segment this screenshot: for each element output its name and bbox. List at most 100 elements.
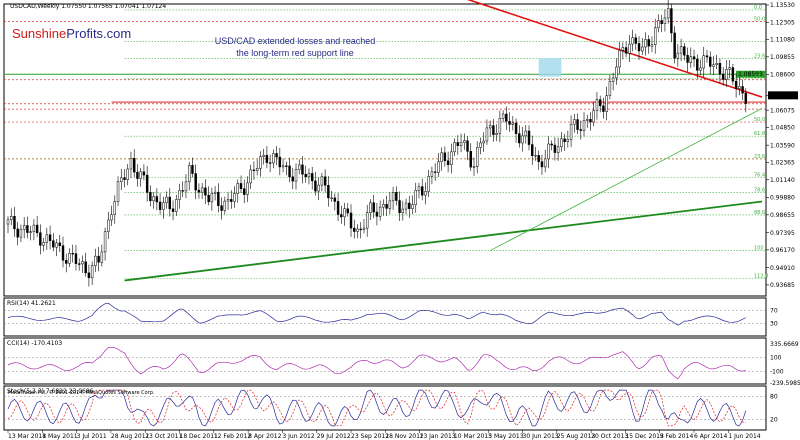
indicator-label: RSI(14) 41.2621 [7,300,56,307]
candle-body [650,44,654,47]
candle-body [45,234,49,243]
price-tick-label: 1.11080 [770,37,795,44]
candle-body [178,190,181,200]
candle-body [194,173,197,191]
candle-body [440,152,443,162]
x-tick-label: 9 Feb 2014 [660,433,694,440]
candle-body [252,169,256,171]
price-tick-label: 0.93685 [770,282,795,289]
candle-body [537,155,540,162]
stochastic-signal-line [7,389,746,427]
candle-body [518,133,521,144]
candle-body [26,225,29,233]
candle-body [631,37,634,45]
candle-body [692,56,696,60]
x-tick-label: 6 Apr 2014 [694,433,727,440]
candle-body [433,171,437,173]
candle-body [738,86,741,89]
candle-body [553,144,557,153]
candle-body [77,263,81,265]
indicator-label: Stoch(5,3,3) 7.6822 23.0686 [7,388,94,395]
candle-body [149,192,152,202]
candle-body [278,156,282,168]
indicator-axis-label: 30 [770,320,778,327]
candle-body [340,214,343,218]
candle-body [168,196,172,210]
candle-body [670,8,673,34]
candle-body [103,231,107,253]
candle-body [230,199,233,202]
price-panel-frame [3,3,767,297]
candle-body [608,81,612,96]
candle-body [275,153,278,158]
candle-body [42,242,45,246]
candle-body [450,151,453,165]
candle-body [200,187,204,193]
candle-body [686,54,689,63]
candle-body [110,214,113,221]
candle-body [696,58,699,71]
candle-body [372,202,375,213]
candle-body [255,168,259,171]
candle-body [365,212,369,229]
fib-label: 23.6 [754,154,765,160]
candle-body [388,200,392,209]
candle-body [139,171,142,179]
candle-body [48,234,52,241]
candle-body [725,69,728,80]
price-tick-label: 1.08600 [770,72,795,79]
candle-body [268,162,272,164]
candle-body [6,219,10,225]
candle-body [155,196,159,203]
candle-body [660,20,663,24]
candle-body [291,176,294,182]
candle-body [323,176,327,186]
candle-body [521,135,524,144]
candle-body [259,156,262,169]
annotation-line-1: USD/CAD extended losses and reached [215,36,376,46]
candle-body [556,146,560,153]
candle-body [68,253,71,264]
candle-body [187,165,191,183]
candle-body [288,165,291,178]
candle-body [741,86,744,94]
candle-body [414,190,417,205]
x-tick-label: 12 Feb 2012 [214,433,252,440]
candle-body [728,67,731,70]
candle-body [408,202,411,210]
candle-body [213,191,217,194]
candle-body [152,196,155,202]
candle-body [679,46,683,54]
candle-body [391,192,395,202]
candle-body [294,169,298,182]
last-price-box [768,91,798,100]
x-tick-label: 18 Nov 2012 [385,433,424,440]
candle-body [424,191,427,196]
candle-body [621,47,625,51]
candle-body [362,227,366,230]
candle-body [385,203,388,209]
candle-body [32,224,36,232]
candle-body [330,197,333,199]
indicator-axis-label: 20 [770,416,778,423]
candle-body [641,46,644,52]
candle-body [592,110,595,123]
candle-body [488,125,492,129]
candle-body [430,171,434,177]
candle-body [689,56,693,63]
candle-body [663,17,667,24]
x-tick-label: 25 Aug 2013 [557,433,596,440]
candle-body [589,118,592,123]
indicator-panel-frame [3,297,767,337]
candle-body [398,200,401,213]
indicator-axis-label: 70 [770,308,778,315]
indicator-axis-label: -239.5985 [770,380,800,387]
last-price-label: 1.07124 [770,93,795,100]
candle-body [171,208,175,212]
indicator-series-line [7,347,746,380]
x-tick-label: 30 Jun 2013 [523,433,559,440]
candle-body [453,142,456,153]
price-tick-label: 1.06075 [770,107,795,114]
brand-logo: SunshineProfits.com [12,26,131,41]
